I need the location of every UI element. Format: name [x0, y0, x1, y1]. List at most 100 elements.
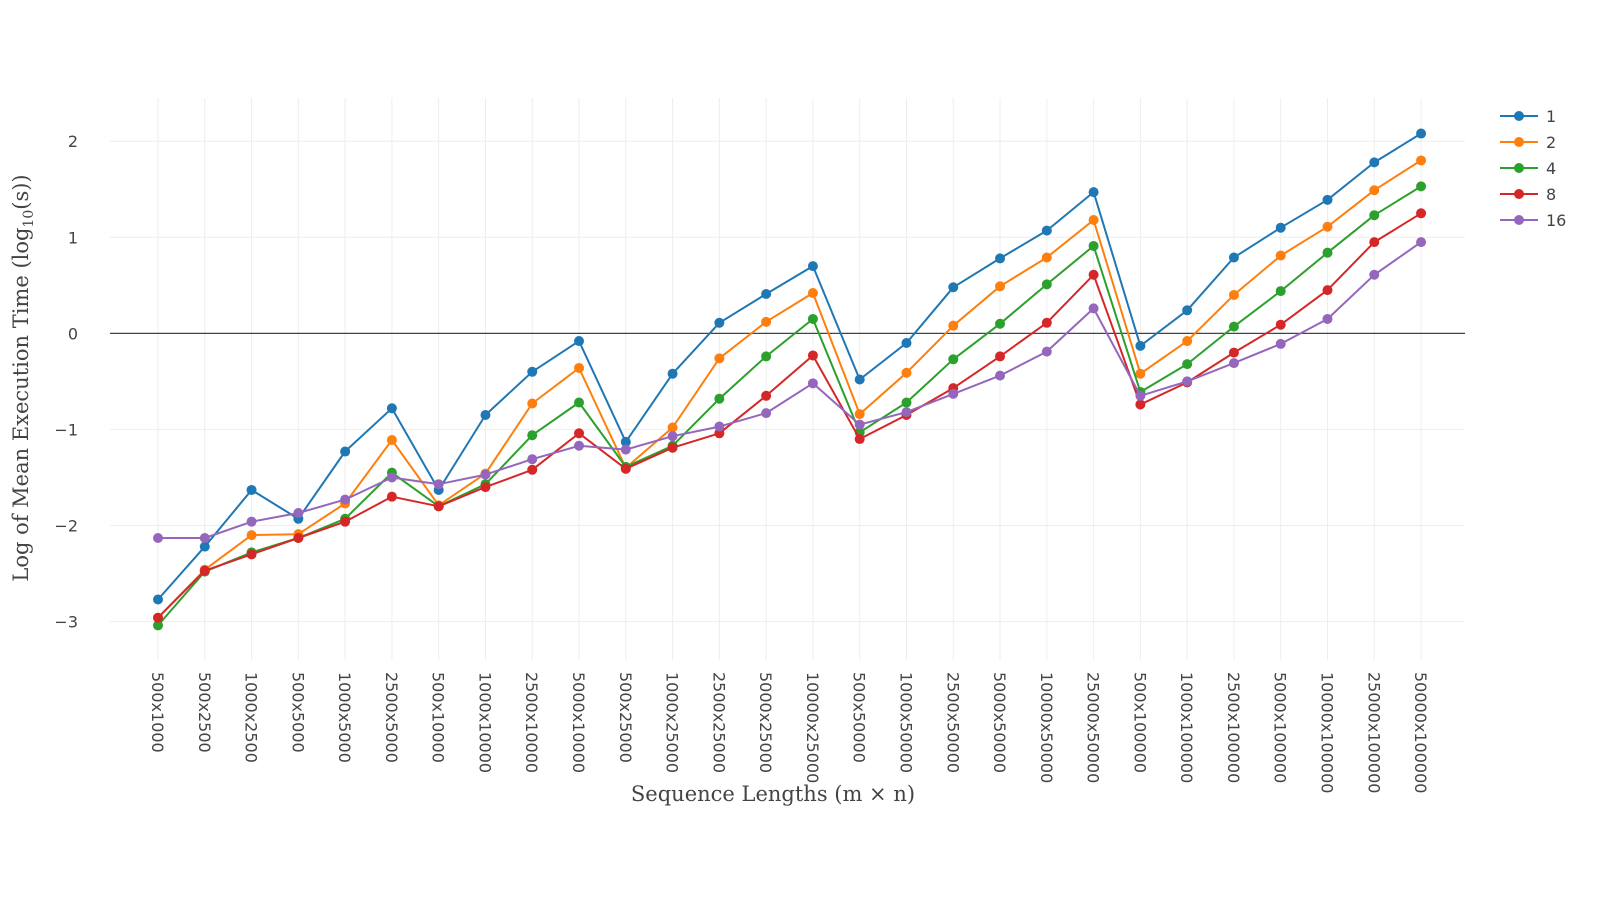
data-point[interactable] — [246, 530, 257, 541]
data-point[interactable] — [901, 407, 912, 418]
data-point[interactable] — [995, 281, 1006, 292]
data-point[interactable] — [1275, 250, 1286, 261]
data-point[interactable] — [620, 436, 631, 447]
data-point[interactable] — [340, 494, 351, 505]
data-point[interactable] — [1275, 222, 1286, 233]
data-point[interactable] — [386, 491, 397, 502]
data-point[interactable] — [761, 288, 772, 299]
data-point[interactable] — [1182, 336, 1193, 347]
data-point[interactable] — [574, 397, 585, 408]
data-point[interactable] — [1369, 210, 1380, 221]
data-point[interactable] — [1275, 319, 1286, 330]
data-point[interactable] — [1228, 321, 1239, 332]
data-point[interactable] — [1369, 157, 1380, 168]
data-point[interactable] — [1369, 237, 1380, 248]
data-point[interactable] — [340, 516, 351, 527]
data-point[interactable] — [574, 428, 585, 439]
data-point[interactable] — [995, 370, 1006, 381]
legend-item-16[interactable]: 16 — [1500, 211, 1566, 230]
data-point[interactable] — [948, 388, 959, 399]
data-point[interactable] — [527, 464, 538, 475]
data-point[interactable] — [667, 368, 678, 379]
data-point[interactable] — [386, 403, 397, 414]
data-point[interactable] — [199, 565, 210, 576]
data-point[interactable] — [807, 350, 818, 361]
data-point[interactable] — [480, 410, 491, 421]
data-point[interactable] — [1088, 269, 1099, 280]
data-point[interactable] — [807, 378, 818, 389]
data-point[interactable] — [948, 320, 959, 331]
data-point[interactable] — [527, 454, 538, 465]
data-point[interactable] — [620, 463, 631, 474]
data-point[interactable] — [1041, 252, 1052, 263]
data-point[interactable] — [901, 337, 912, 348]
data-point[interactable] — [1135, 368, 1146, 379]
data-point[interactable] — [1416, 155, 1427, 166]
data-point[interactable] — [1369, 269, 1380, 280]
data-point[interactable] — [1088, 303, 1099, 314]
data-point[interactable] — [574, 362, 585, 373]
data-point[interactable] — [1182, 305, 1193, 316]
data-point[interactable] — [761, 316, 772, 327]
data-point[interactable] — [574, 336, 585, 347]
data-point[interactable] — [1322, 194, 1333, 205]
data-point[interactable] — [386, 472, 397, 483]
data-point[interactable] — [1088, 240, 1099, 251]
data-point[interactable] — [1135, 390, 1146, 401]
data-point[interactable] — [807, 261, 818, 272]
data-point[interactable] — [761, 351, 772, 362]
data-point[interactable] — [761, 408, 772, 419]
data-point[interactable] — [527, 398, 538, 409]
data-point[interactable] — [1228, 252, 1239, 263]
data-point[interactable] — [854, 419, 865, 430]
data-point[interactable] — [153, 612, 163, 623]
data-point[interactable] — [1228, 347, 1239, 358]
data-point[interactable] — [433, 501, 444, 512]
legend-item-1[interactable]: 1 — [1500, 107, 1556, 126]
data-point[interactable] — [1369, 185, 1380, 196]
data-point[interactable] — [761, 390, 772, 401]
data-point[interactable] — [574, 440, 585, 451]
data-point[interactable] — [995, 318, 1006, 329]
data-point[interactable] — [901, 397, 912, 408]
data-point[interactable] — [1041, 279, 1052, 290]
data-point[interactable] — [948, 354, 959, 365]
data-point[interactable] — [1322, 247, 1333, 258]
data-point[interactable] — [714, 393, 725, 404]
data-point[interactable] — [153, 594, 163, 605]
data-point[interactable] — [527, 430, 538, 441]
data-point[interactable] — [1322, 313, 1333, 324]
data-point[interactable] — [1416, 128, 1427, 139]
legend-item-4[interactable]: 4 — [1500, 159, 1556, 178]
data-point[interactable] — [1228, 289, 1239, 300]
data-point[interactable] — [667, 442, 678, 453]
data-point[interactable] — [480, 482, 491, 493]
data-point[interactable] — [433, 479, 444, 490]
data-point[interactable] — [153, 532, 163, 543]
data-point[interactable] — [995, 253, 1006, 264]
data-point[interactable] — [1088, 187, 1099, 198]
data-point[interactable] — [1182, 376, 1193, 387]
data-point[interactable] — [1041, 225, 1052, 236]
data-point[interactable] — [1135, 340, 1146, 351]
data-point[interactable] — [854, 434, 865, 445]
data-point[interactable] — [1041, 317, 1052, 328]
data-point[interactable] — [901, 367, 912, 378]
data-point[interactable] — [480, 469, 491, 480]
data-point[interactable] — [807, 313, 818, 324]
data-point[interactable] — [714, 421, 725, 432]
data-point[interactable] — [1275, 338, 1286, 349]
data-point[interactable] — [1088, 215, 1099, 226]
data-point[interactable] — [293, 508, 304, 519]
data-point[interactable] — [620, 444, 631, 455]
data-point[interactable] — [246, 549, 257, 560]
data-point[interactable] — [714, 353, 725, 364]
data-point[interactable] — [246, 516, 257, 527]
data-point[interactable] — [854, 409, 865, 420]
data-point[interactable] — [1416, 181, 1427, 192]
data-point[interactable] — [293, 532, 304, 543]
legend-item-2[interactable]: 2 — [1500, 133, 1556, 152]
data-point[interactable] — [667, 431, 678, 442]
data-point[interactable] — [1228, 358, 1239, 369]
data-point[interactable] — [246, 484, 257, 495]
